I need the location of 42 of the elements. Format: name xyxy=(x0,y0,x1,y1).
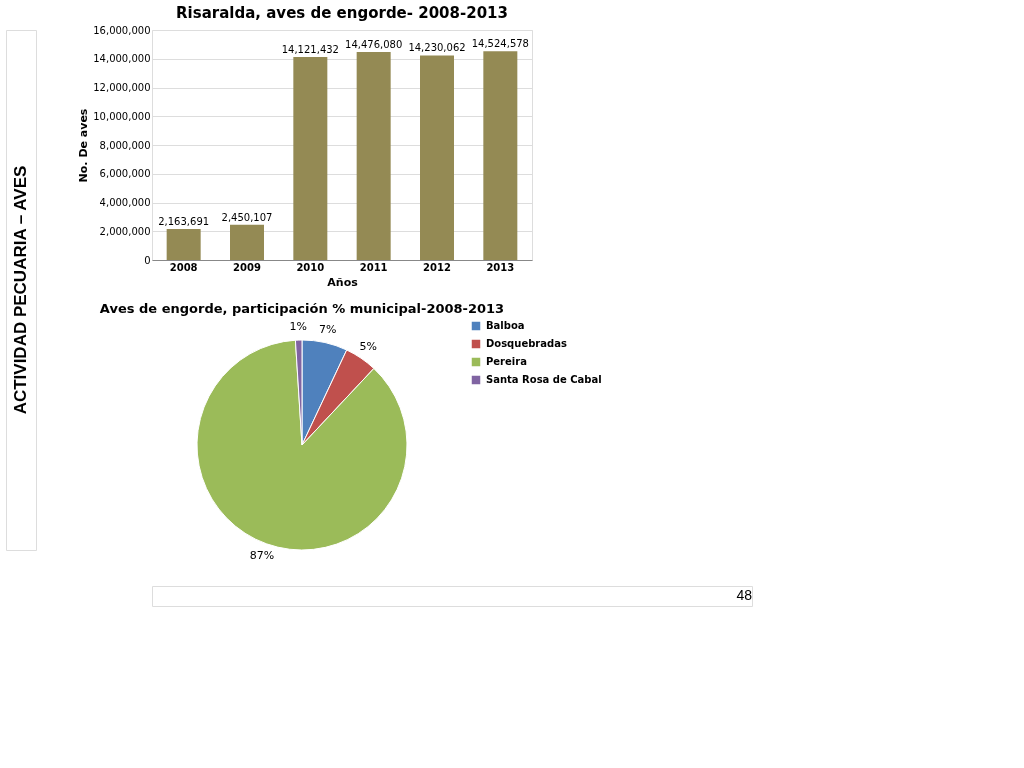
data-label: 14,524,578 xyxy=(471,38,529,50)
legend-label: Santa Rosa de Cabal xyxy=(486,374,602,385)
y-tick-label: 12,000,000 xyxy=(93,82,151,93)
y-tick-label: 4,000,000 xyxy=(99,197,151,208)
text: 48 xyxy=(736,587,753,603)
x-tick-label: 2009 xyxy=(233,261,261,273)
legend-label: Pereira xyxy=(486,356,527,367)
x-tick-label: 2013 xyxy=(486,261,515,273)
legend-label: Dosquebradas xyxy=(486,338,567,349)
chart-title: Aves de engorde, participación % municipal-2008-2013 xyxy=(99,301,505,316)
pie-slice xyxy=(196,339,408,551)
chart-title: Risaralda, aves de engorde- 2008-2013 xyxy=(176,4,508,22)
bar xyxy=(356,51,391,260)
y-tick-label: 2,000,000 xyxy=(99,225,151,237)
y-tick-label: 14,000,000 xyxy=(93,53,151,65)
data-label: 2,163,691 xyxy=(158,215,210,227)
bar xyxy=(483,51,518,260)
x-tick-label: 2011 xyxy=(359,261,388,273)
x-tick-label: 2012 xyxy=(423,261,451,273)
x-tick-label: 2010 xyxy=(296,261,325,273)
data-label: 2,450,107 xyxy=(221,211,273,223)
x-axis-title: Años xyxy=(327,275,359,289)
y-axis-title: No. De aves xyxy=(77,108,91,183)
data-label: 87% xyxy=(249,549,275,563)
text: ACTIVIDAD PECUARIA – AVES xyxy=(11,165,30,415)
y-tick-label: 10,000,000 xyxy=(93,110,151,122)
bar xyxy=(420,55,454,260)
y-tick-label: 16,000,000 xyxy=(93,24,151,36)
data-label: 14,476,080 xyxy=(345,38,403,50)
data-label: 5% xyxy=(359,340,378,354)
data-label: 14,230,062 xyxy=(408,42,466,54)
y-tick-label: 6,000,000 xyxy=(99,168,151,180)
y-tick-label: 8,000,000 xyxy=(99,139,151,151)
legend-label: Balboa xyxy=(486,320,525,331)
bar xyxy=(293,57,328,260)
x-tick-label: 2008 xyxy=(169,261,198,273)
y-tick-label: 0 xyxy=(144,254,151,266)
data-label: 7% xyxy=(319,322,337,336)
bar xyxy=(166,228,201,260)
bar xyxy=(230,224,264,260)
data-label: 14,121,432 xyxy=(281,44,339,55)
data-label: 1% xyxy=(289,320,308,334)
